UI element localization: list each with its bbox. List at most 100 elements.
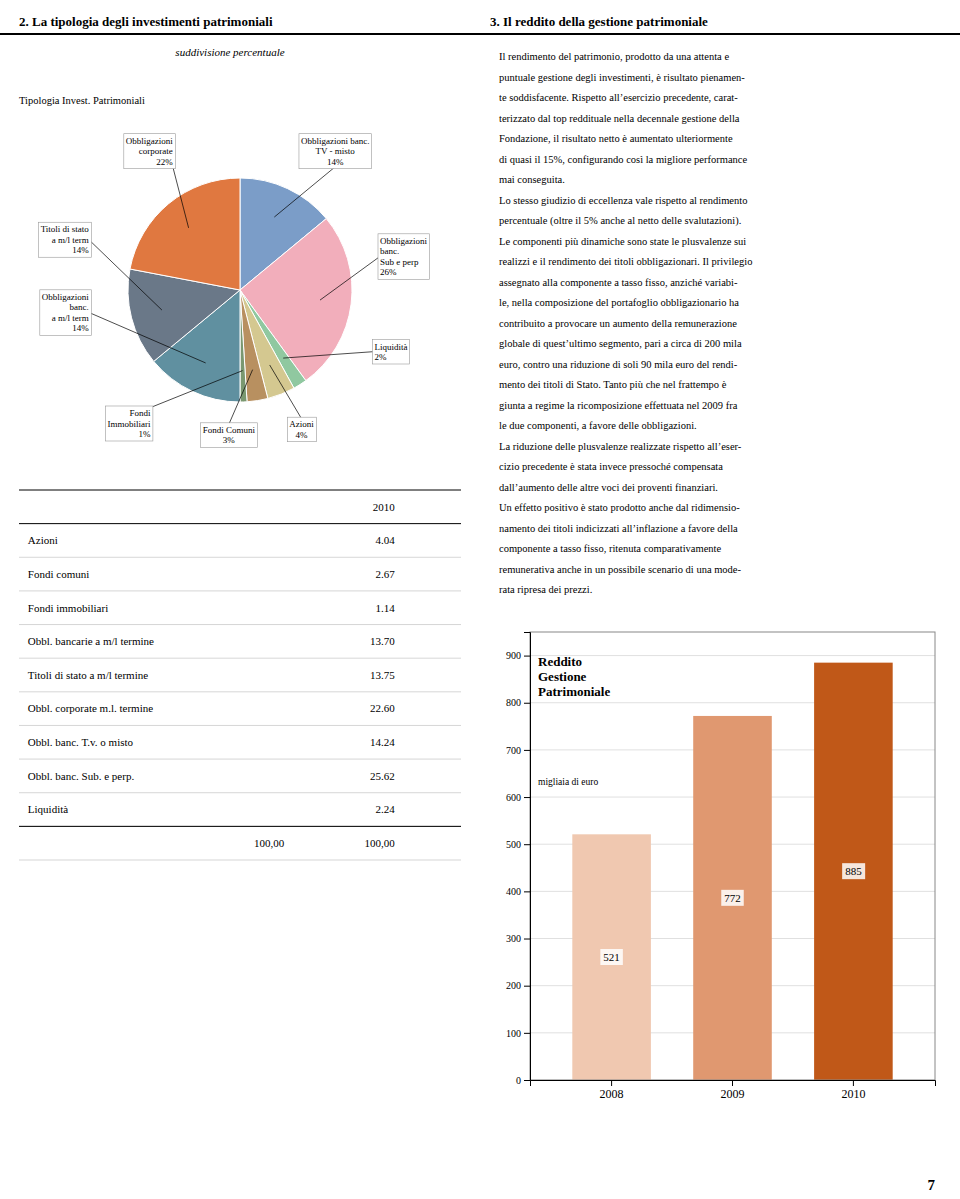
body-line: Un effetto positivo è stato prodotto anc… (499, 502, 740, 513)
table-rule (19, 624, 461, 625)
y-tick-mark (524, 656, 530, 657)
y-tick: 0 (516, 1075, 530, 1086)
y-tick-label: 300 (506, 933, 521, 944)
y-tick-label: 500 (506, 839, 521, 850)
table-row-label: Liquidità (28, 803, 68, 815)
table-row-value: 2.24 (375, 803, 395, 815)
page-number: 7 (928, 1177, 936, 1193)
pie-subtitle: suddivisione percentuale (175, 46, 284, 58)
table-row-label: Fondi comuni (28, 568, 89, 580)
rule (0, 33, 960, 35)
y-tick-mark (524, 797, 530, 798)
table-row-label: Obbl. banc. Sub. e perp. (28, 770, 135, 782)
text-line: TV - misto (316, 146, 356, 156)
pie-label: Obbligazionibanc.a m/l term14% (40, 290, 92, 336)
y-tick: 400 (506, 886, 530, 897)
table-rule (19, 490, 461, 491)
pie-label-name: Titoli di statoa m/l term (41, 224, 90, 245)
pie-label-name: Obbligazioni banc.TV - misto (301, 136, 369, 157)
body-line: terizzato dal top reddituale nella decen… (499, 113, 740, 124)
y-tick-mark (524, 703, 530, 704)
plot-frame (530, 632, 935, 1080)
table-row-value: 2.67 (375, 568, 395, 580)
y-tick-label: 600 (506, 792, 521, 803)
body-line: puntuale gestione degli investimenti, è … (499, 72, 745, 83)
table-row-value: 14.24 (370, 736, 395, 748)
y-tick-mark (524, 750, 530, 751)
body-line: contribuito a provocare un aumento della… (499, 318, 737, 329)
y-tick: 500 (506, 839, 530, 850)
body-line: percentuale (oltre il 5% anche al netto … (499, 215, 741, 227)
pie-label: Obbligazioni banc.TV - misto14% (299, 134, 371, 169)
pie-slice (130, 178, 240, 290)
y-tick-label: 100 (506, 1028, 521, 1039)
pie-label-name: Obbligazionibanc.a m/l term (42, 292, 89, 323)
label-box (124, 134, 176, 169)
text-line: Obbligazioni (126, 136, 173, 146)
leaders (89, 167, 380, 425)
table-row-value: 4.04 (375, 534, 395, 546)
text-line: a m/l term (52, 235, 89, 245)
leader-line (173, 167, 189, 228)
bar-chart: 0100200300400500600700800900200820092010… (506, 632, 936, 1101)
pie-label: Titoli di statoa m/l term14% (39, 222, 92, 257)
pie-label: FondiImmobiliari1% (105, 406, 153, 441)
body-line: Lo stesso giudizio di eccellenza vale ri… (499, 195, 747, 206)
bar (572, 834, 651, 1080)
text-line: Fondi Comuni (203, 425, 256, 435)
data-label-text: 521 (603, 951, 620, 963)
table-row-value: 22.60 (370, 702, 395, 714)
y-tick-mark (524, 986, 530, 987)
pie-label: Fondi Comuni3% (201, 423, 258, 448)
data-label: 772 (721, 890, 744, 906)
y-tick-mark (524, 1080, 530, 1081)
table-row-label: Obbl. corporate m.l. termine (28, 702, 153, 714)
leader-line (274, 167, 335, 217)
pie-label-value: 22% (156, 157, 173, 167)
y-tick: 700 (506, 745, 530, 756)
y-tick-mark (524, 939, 530, 940)
body-line: realizzi e il rendimento dei titoli obbl… (499, 256, 752, 267)
y-tick: 200 (506, 980, 530, 991)
data-label: 885 (842, 863, 865, 879)
text-line: Azioni (289, 419, 314, 429)
y-axis-line (524, 633, 531, 1081)
text-line: Obbligazioni banc. (301, 136, 369, 146)
x-tick: 2010 (841, 1080, 865, 1101)
data-label-text: 885 (845, 865, 862, 877)
leader-line (270, 365, 302, 419)
x-tick: 2009 (721, 1080, 745, 1101)
text-line: corporate (139, 146, 173, 156)
data-label-bg (721, 890, 744, 906)
text-line: Patrimoniale (538, 684, 610, 699)
body-line: te soddisfacente. Rispetto all’esercizio… (499, 92, 738, 103)
label-box (40, 290, 92, 336)
text-line: Fondi (129, 408, 151, 418)
body-line: mento dei titoli di Stato. Tanto più che… (499, 379, 727, 390)
x-tick-label: 2010 (841, 1087, 865, 1101)
pie-label: Liquidità2% (372, 340, 409, 365)
text-line: Immobiliari (107, 419, 150, 429)
y-tick: 800 (506, 697, 530, 708)
page: 2. La tipologia degli investimenti patri… (0, 0, 960, 1199)
x-axis: 200820092010 (531, 1080, 936, 1101)
label-box (372, 340, 409, 365)
body-line: le, nella composizione del portafoglio o… (499, 297, 739, 308)
text-line: Titoli di stato (41, 224, 90, 234)
pie-label-name: FondiImmobiliari (107, 408, 150, 429)
y-tick-label: 0 (516, 1075, 521, 1086)
label-box (105, 406, 153, 441)
body-line: dall’aumento delle altre voci dei proven… (499, 482, 718, 493)
text-line: banc. (380, 246, 399, 256)
y-tick-mark (524, 1033, 530, 1034)
leader-line (283, 352, 374, 358)
y-tick-label: 400 (506, 886, 521, 897)
pie-label-name: Obbligazionibanc.Sub e perp (380, 236, 427, 267)
y-tick-mark (524, 844, 530, 845)
pie-label-name: Obbligazionicorporate (126, 136, 173, 157)
data-label: 521 (600, 949, 623, 965)
section-title: 2. La tipologia degli investimenti patri… (19, 14, 273, 29)
text-line: Sub e perp (380, 257, 419, 267)
table-rule (19, 860, 461, 861)
y-tick-label: 700 (506, 745, 521, 756)
